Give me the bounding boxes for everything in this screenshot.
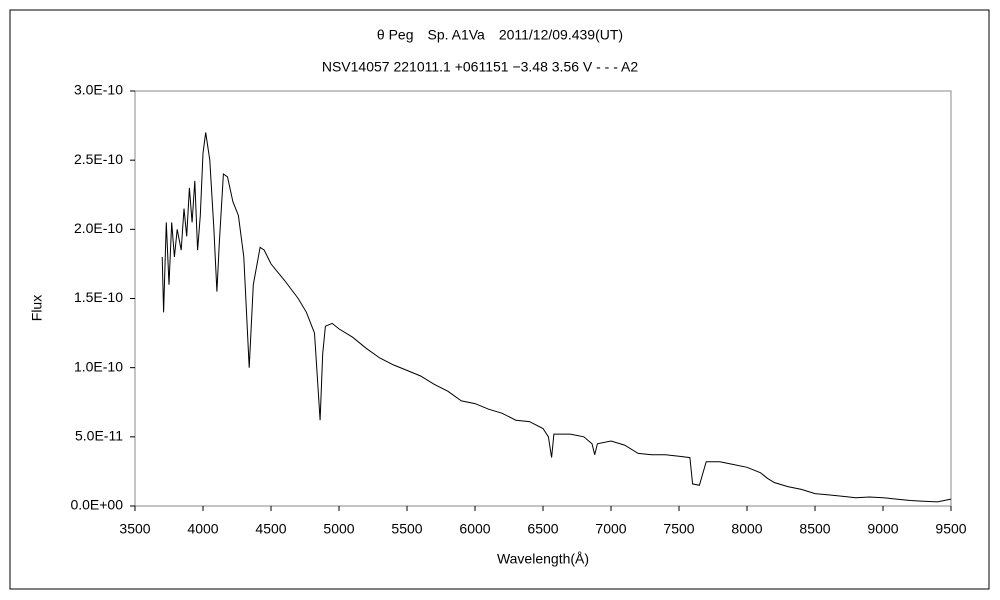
x-tick-label: 7500 xyxy=(663,521,694,537)
x-tick-label: 4500 xyxy=(255,521,286,537)
x-tick-label: 3500 xyxy=(119,521,150,537)
y-tick-label: 0.0E+00 xyxy=(70,497,123,513)
x-tick-label: 6500 xyxy=(527,521,558,537)
x-tick-label: 8000 xyxy=(731,521,762,537)
x-tick-label: 5000 xyxy=(323,521,354,537)
chart-frame xyxy=(9,9,990,590)
y-tick-label: 1.0E-10 xyxy=(74,358,123,374)
y-tick-label: 3.0E-10 xyxy=(74,82,123,98)
y-tick-label: 5.0E-11 xyxy=(75,428,123,444)
x-axis-label: Wavelength(Å) xyxy=(497,551,589,567)
chart-title: θ Peg Sp. A1Va 2011/12/09.439(UT) xyxy=(377,27,623,43)
spectrum-line xyxy=(161,132,952,503)
chart-subtitle: NSV14057 221011.1 +061151 −3.48 3.56 V -… xyxy=(322,59,638,75)
x-tick-label: 9500 xyxy=(935,521,966,537)
y-tick-label: 1.5E-10 xyxy=(74,289,123,305)
x-tick-label: 4000 xyxy=(187,521,218,537)
x-tick-label: 7000 xyxy=(595,521,626,537)
x-tick-label: 9000 xyxy=(867,521,898,537)
x-tick-label: 6000 xyxy=(459,521,490,537)
x-tick-label: 5500 xyxy=(391,521,422,537)
y-axis-label: Flux xyxy=(29,295,45,321)
y-tick-label: 2.5E-10 xyxy=(74,151,123,167)
y-tick-label: 2.0E-10 xyxy=(74,220,123,236)
x-tick-label: 8500 xyxy=(799,521,830,537)
